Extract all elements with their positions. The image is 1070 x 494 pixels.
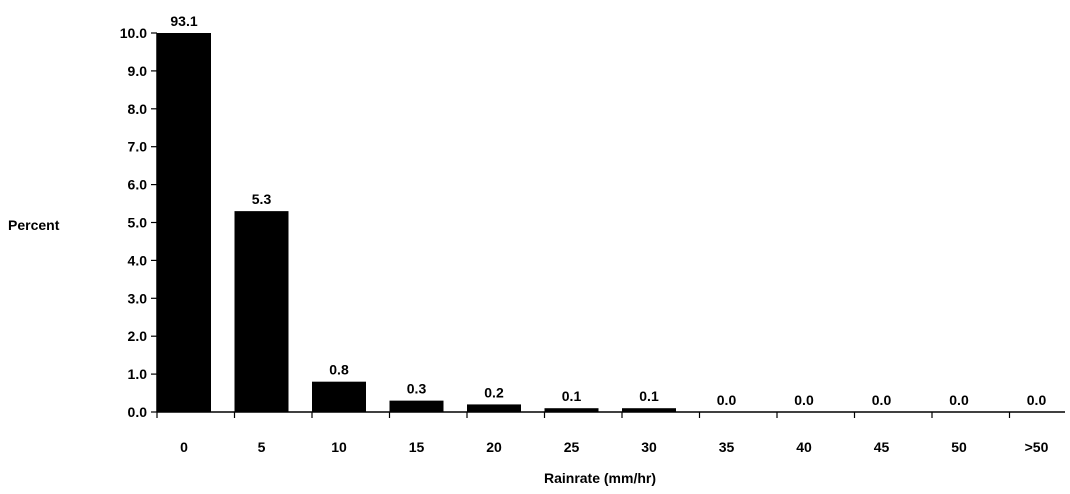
bar [622,408,676,412]
x-tick-label: 45 [874,439,890,455]
x-tick-label: 25 [564,439,580,455]
y-tick-label: 2.0 [128,328,148,344]
bar [157,33,211,412]
data-label: 0.1 [639,388,659,404]
x-tick-label: >50 [1025,439,1049,455]
y-tick-label: 4.0 [128,252,148,268]
x-tick-label: 5 [258,439,266,455]
bar [389,400,444,412]
y-tick-label: 8.0 [128,101,148,117]
y-tick-label: 7.0 [128,139,148,155]
bar [544,408,599,412]
data-label: 0.3 [407,381,427,397]
y-tick-label: 3.0 [128,290,148,306]
data-label: 0.0 [794,392,814,408]
x-tick-label: 15 [409,439,425,455]
data-label: 0.0 [717,392,737,408]
y-axis-ticks: 0.0 1.0 2.0 3.0 4.0 5.0 6.0 7.0 8.0 9.0 10.0 [120,25,157,420]
bar [312,381,366,412]
x-tick-label: 35 [719,439,735,455]
x-tick-label: 30 [641,439,657,455]
y-tick-label: 0.0 [128,404,148,420]
data-label: 0.8 [329,362,349,378]
x-tick-label: 20 [486,439,502,455]
data-label: 0.2 [484,384,504,400]
bar [467,404,521,412]
data-label: 0.0 [1027,392,1047,408]
data-labels-group: 93.1 5.3 0.8 0.3 0.2 0.1 0.1 0.0 0.0 0.0 0.0 0.0 [170,13,1046,408]
data-label: 93.1 [170,13,197,29]
y-tick-label: 10.0 [120,25,147,41]
bar [234,211,289,412]
x-axis-label: Rainrate (mm/hr) [544,470,656,486]
x-tick-label: 10 [331,439,347,455]
bars-group [157,33,676,412]
x-tick-label: 50 [951,439,967,455]
x-tick-label: 0 [180,439,188,455]
y-tick-label: 5.0 [128,215,148,231]
data-label: 0.0 [872,392,892,408]
data-label: 0.1 [562,388,582,404]
data-label: 0.0 [949,392,969,408]
data-label: 5.3 [252,191,272,207]
y-axis-label: Percent [8,217,60,233]
y-tick-label: 9.0 [128,63,148,79]
y-tick-label: 6.0 [128,177,148,193]
y-tick-label: 1.0 [128,366,148,382]
x-tick-label: 40 [796,439,812,455]
x-axis-ticks: 0 5 10 15 20 25 30 35 40 45 50 >50 [156,412,1049,455]
